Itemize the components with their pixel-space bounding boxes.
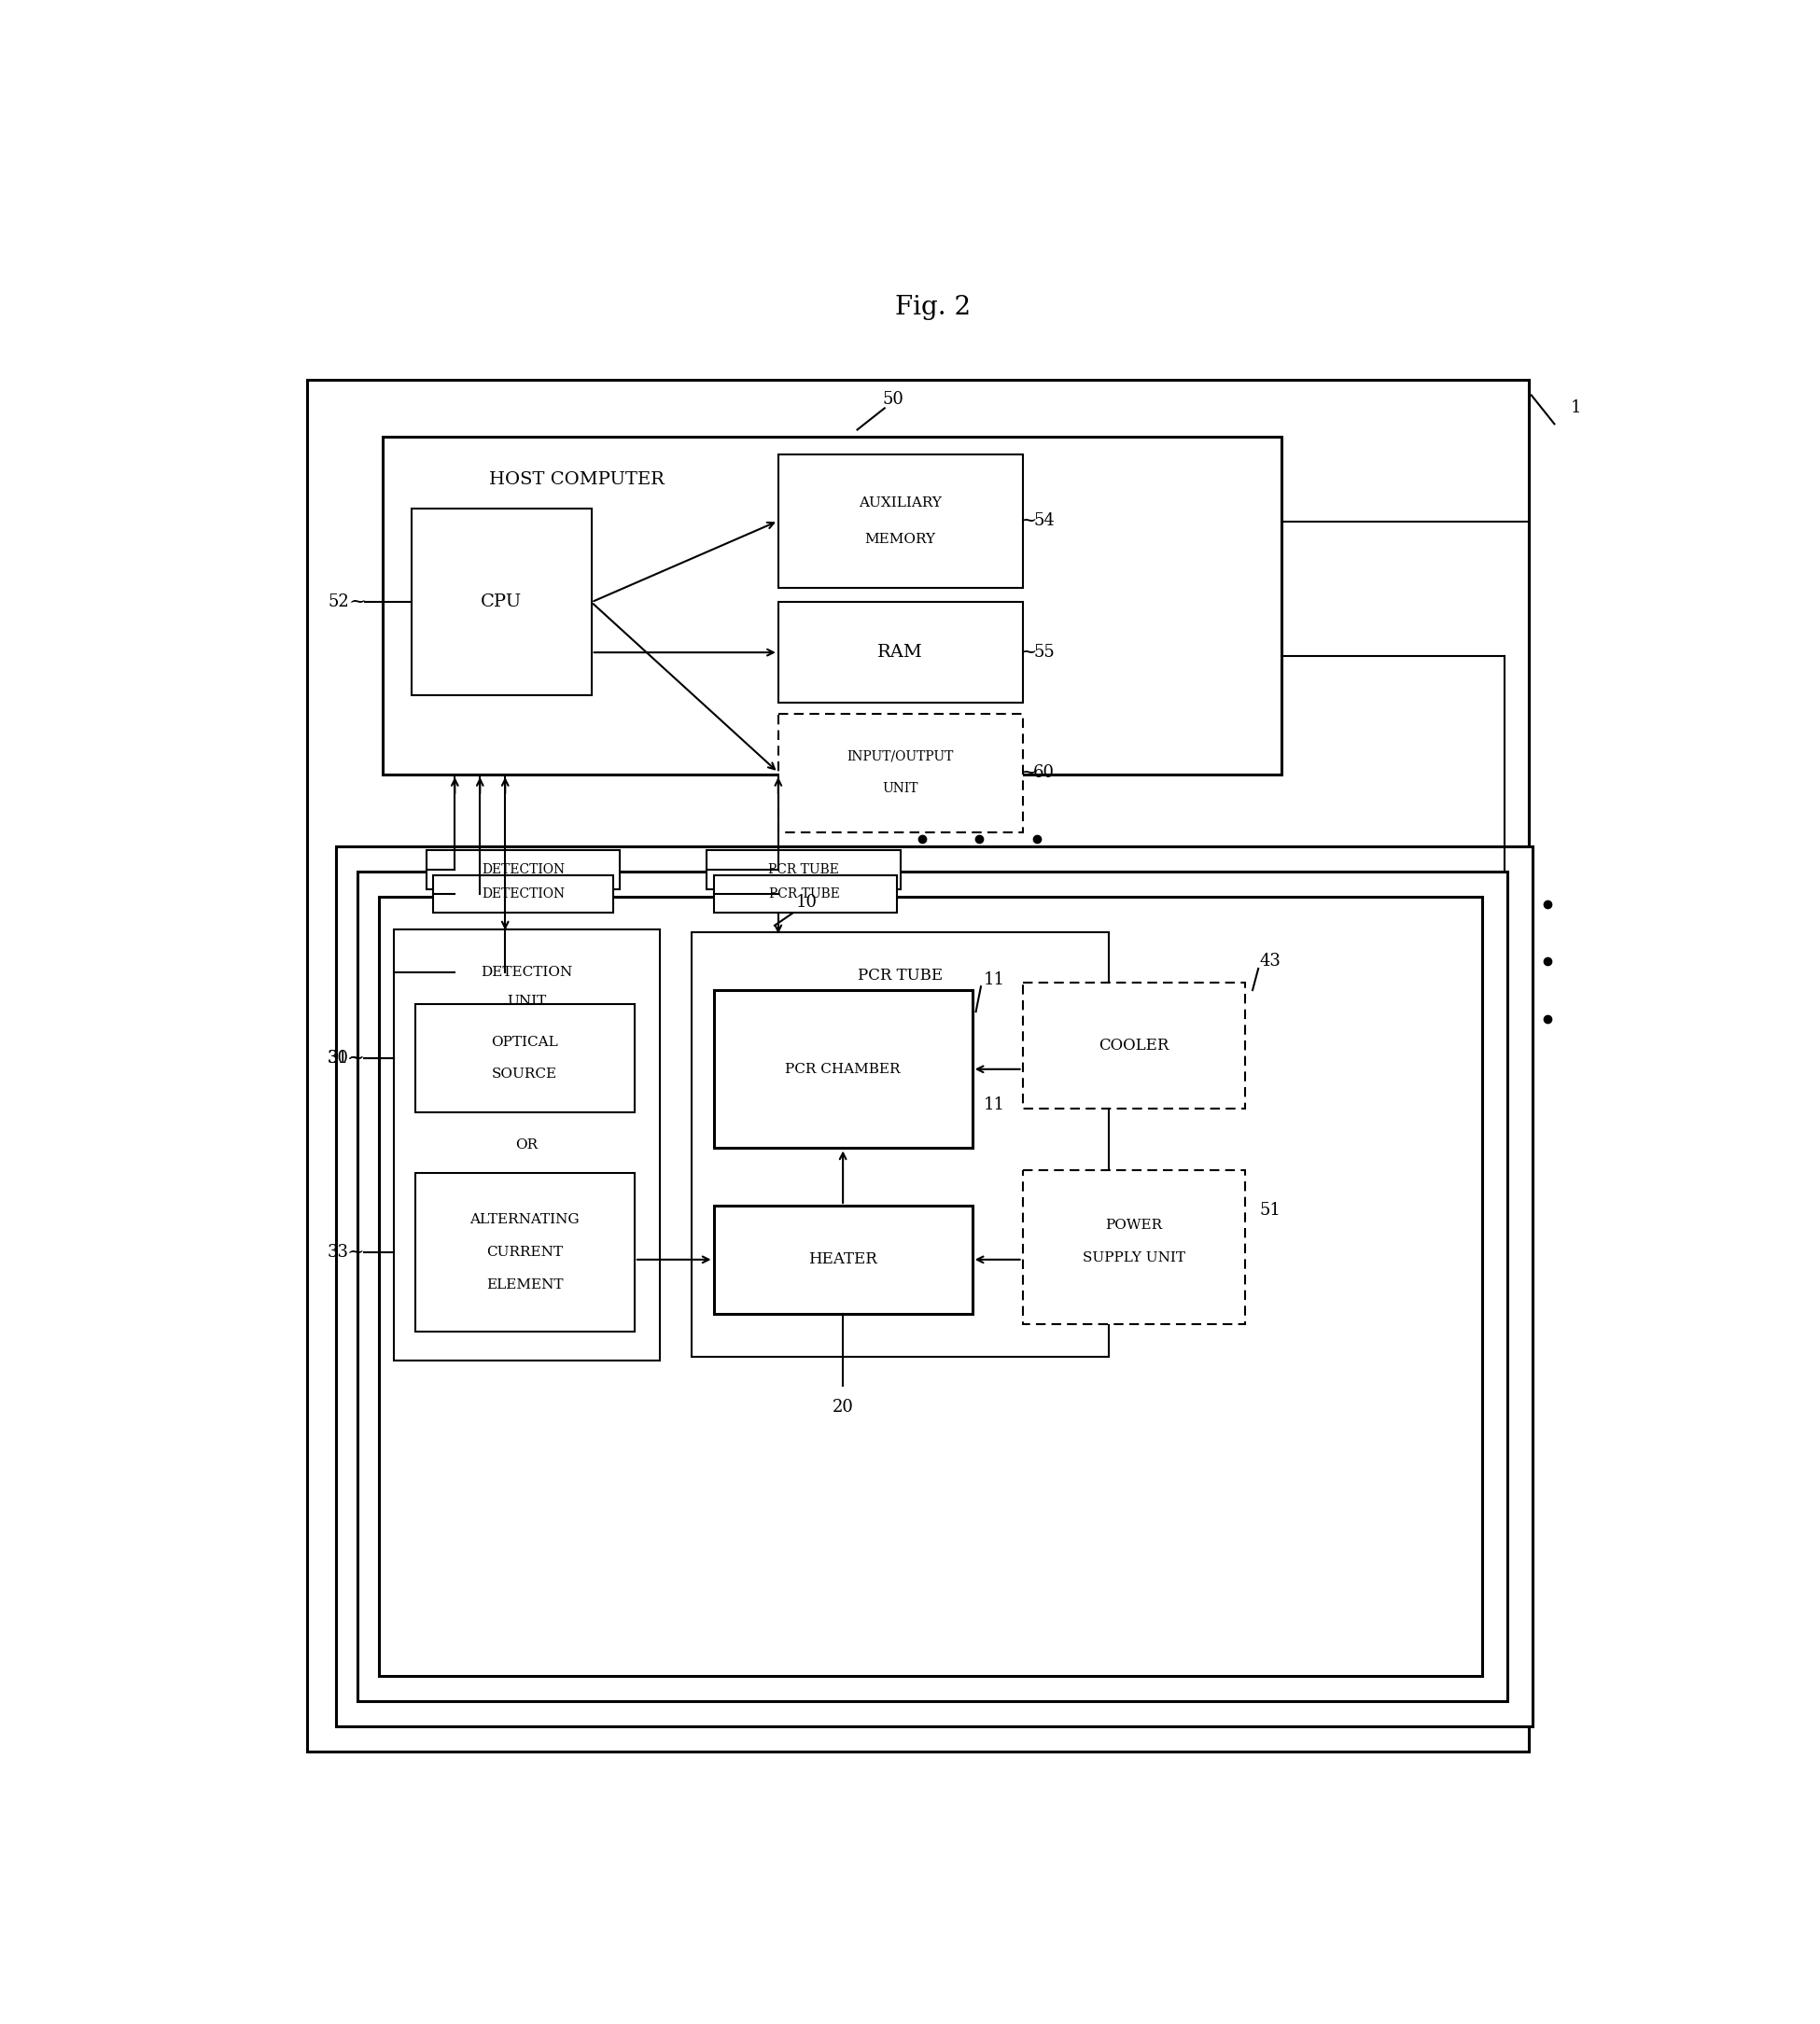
Text: OR: OR: [515, 1137, 539, 1152]
Text: ~: ~: [348, 1243, 364, 1263]
Bar: [713, 1206, 972, 1314]
Text: ~: ~: [1019, 642, 1037, 662]
Bar: [706, 850, 901, 891]
Text: 1: 1: [1571, 401, 1582, 417]
Bar: [379, 897, 1483, 1676]
Text: AUXILIARY: AUXILIARY: [859, 496, 943, 510]
Bar: [393, 929, 659, 1360]
Text: 10: 10: [797, 895, 817, 911]
Text: 31: 31: [328, 1050, 349, 1067]
Text: 54: 54: [1034, 512, 1056, 530]
Text: SUPPLY UNIT: SUPPLY UNIT: [1083, 1251, 1185, 1263]
Bar: [779, 455, 1023, 587]
Text: ~: ~: [1019, 510, 1037, 530]
Text: PCR TUBE: PCR TUBE: [857, 967, 943, 984]
Text: ~: ~: [348, 1048, 364, 1069]
Text: CURRENT: CURRENT: [486, 1247, 562, 1259]
Text: PCR TUBE: PCR TUBE: [770, 887, 841, 901]
Text: 30: 30: [328, 1050, 349, 1067]
Text: DETECTION: DETECTION: [480, 965, 573, 980]
Text: UNIT: UNIT: [508, 994, 546, 1008]
Text: 11: 11: [983, 1097, 1005, 1113]
Text: HOST COMPUTER: HOST COMPUTER: [490, 472, 664, 488]
Text: SOURCE: SOURCE: [491, 1069, 557, 1081]
Text: PCR CHAMBER: PCR CHAMBER: [784, 1063, 901, 1075]
Text: ~: ~: [348, 1048, 364, 1069]
Text: Fig. 2: Fig. 2: [895, 296, 970, 320]
Bar: [433, 874, 613, 913]
Text: COOLER: COOLER: [1099, 1038, 1168, 1052]
Bar: [382, 437, 1281, 775]
Bar: [426, 850, 621, 891]
Text: RAM: RAM: [877, 644, 923, 662]
Text: 50: 50: [883, 391, 905, 409]
Bar: [713, 874, 897, 913]
Text: HEATER: HEATER: [808, 1251, 877, 1267]
Text: INPUT/OUTPUT: INPUT/OUTPUT: [846, 751, 954, 763]
Bar: [1023, 1170, 1245, 1324]
Text: PCR TUBE: PCR TUBE: [768, 862, 839, 876]
Text: 11: 11: [983, 972, 1005, 988]
Bar: [415, 1004, 635, 1113]
Bar: [692, 933, 1108, 1356]
Text: OPTICAL: OPTICAL: [491, 1036, 559, 1048]
Text: 55: 55: [1034, 644, 1056, 662]
Bar: [337, 846, 1532, 1726]
Text: 43: 43: [1259, 953, 1281, 969]
Text: 51: 51: [1259, 1202, 1281, 1218]
Text: DETECTION: DETECTION: [482, 887, 564, 901]
Text: ~: ~: [1019, 763, 1037, 783]
Bar: [1023, 984, 1245, 1109]
Text: ELEMENT: ELEMENT: [486, 1279, 562, 1291]
Text: 33: 33: [328, 1245, 349, 1261]
Text: ~: ~: [349, 591, 366, 613]
Text: MEMORY: MEMORY: [864, 532, 935, 544]
Bar: [415, 1174, 635, 1332]
Text: UNIT: UNIT: [883, 781, 919, 795]
Text: 52: 52: [328, 593, 349, 611]
Text: POWER: POWER: [1105, 1218, 1163, 1233]
Text: 20: 20: [832, 1399, 854, 1415]
Text: DETECTION: DETECTION: [482, 862, 564, 876]
Bar: [779, 714, 1023, 832]
Bar: [411, 508, 592, 696]
Bar: [308, 378, 1529, 1753]
Bar: [713, 990, 972, 1148]
Bar: [359, 872, 1507, 1702]
Bar: [779, 603, 1023, 702]
Text: ALTERNATING: ALTERNATING: [470, 1214, 579, 1227]
Text: 60: 60: [1034, 763, 1056, 781]
Text: CPU: CPU: [480, 593, 522, 611]
